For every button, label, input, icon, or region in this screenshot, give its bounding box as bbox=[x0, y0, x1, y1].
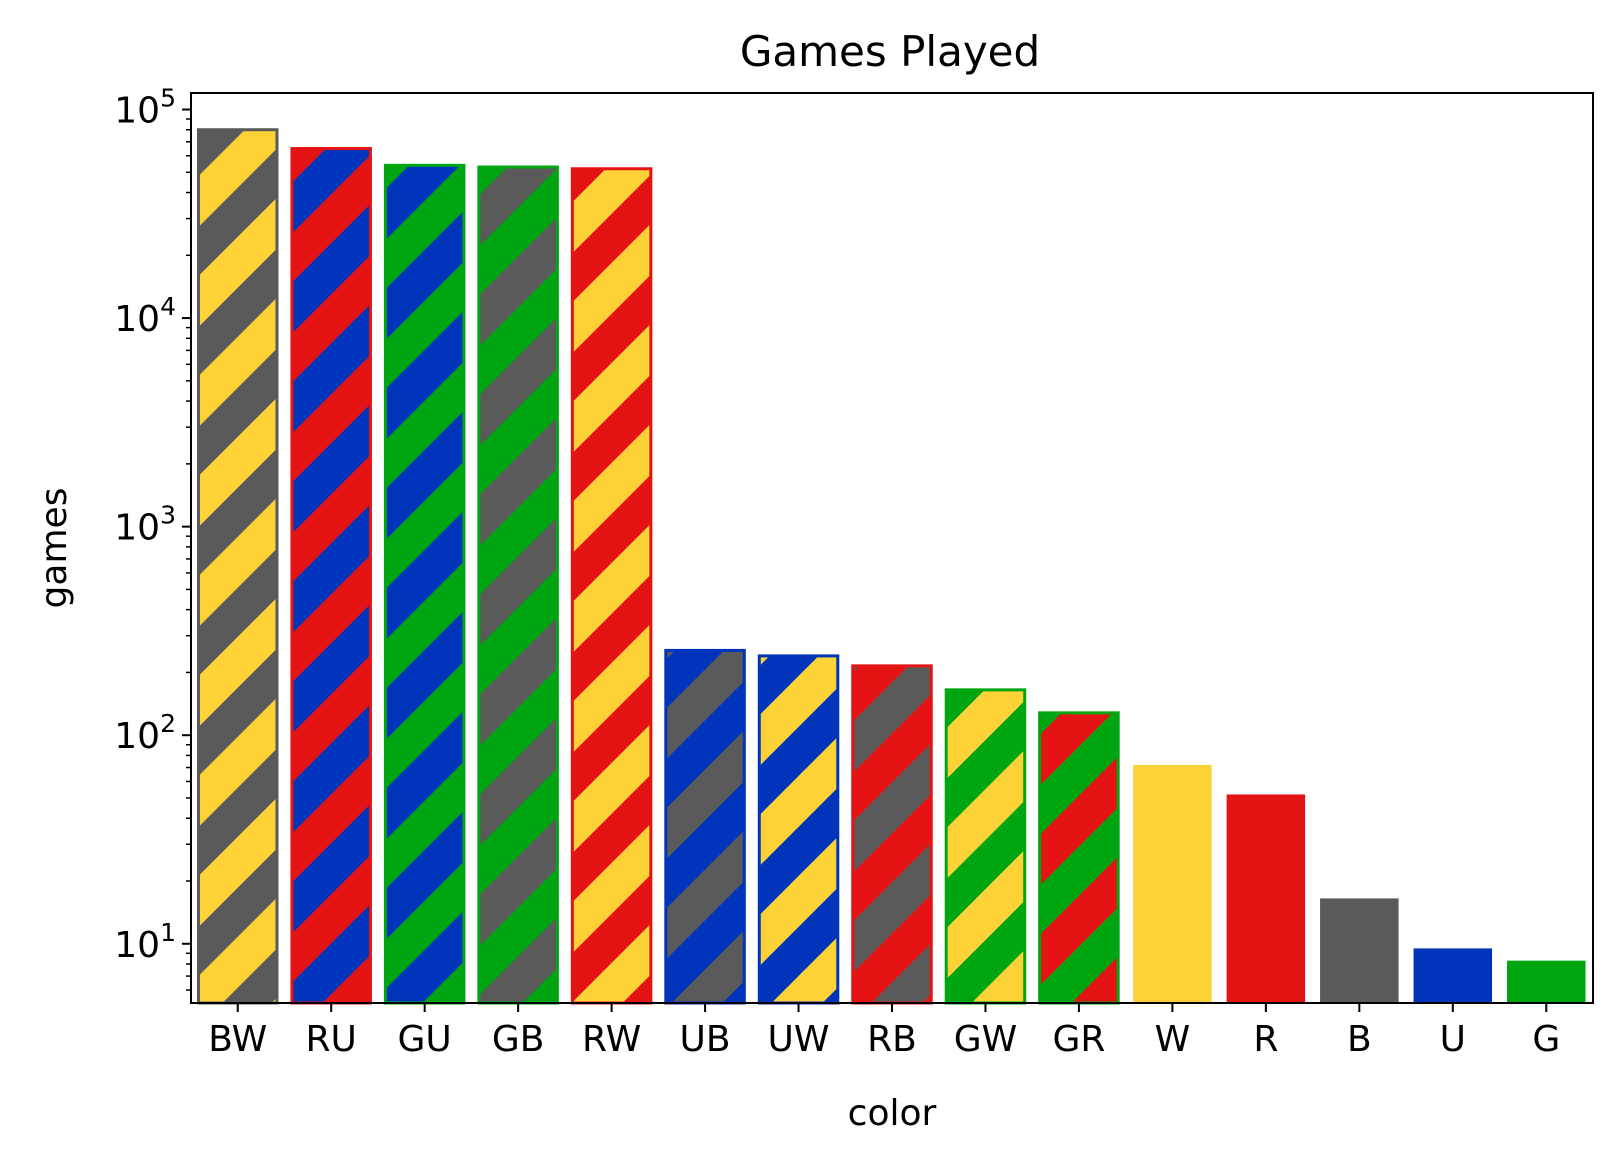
bar-r bbox=[1226, 794, 1306, 1003]
y-tick-label: 102 bbox=[114, 709, 176, 757]
x-tick-label: GR bbox=[1052, 1019, 1105, 1060]
x-tick-label: U bbox=[1440, 1019, 1466, 1060]
x-tick-label: UB bbox=[680, 1019, 731, 1060]
bar-w bbox=[1133, 764, 1212, 1003]
y-tick-label: 105 bbox=[114, 84, 176, 132]
x-tick-label: BW bbox=[208, 1019, 267, 1060]
x-tick-label: R bbox=[1253, 1019, 1278, 1060]
y-tick-label: 103 bbox=[114, 501, 176, 549]
x-axis-label: color bbox=[848, 1093, 937, 1134]
x-tick-label: UW bbox=[768, 1019, 830, 1060]
x-tick-label: RB bbox=[867, 1019, 917, 1060]
bar-gb bbox=[477, 165, 559, 1005]
bar-uw bbox=[757, 654, 840, 1005]
x-tick-label: RW bbox=[582, 1019, 641, 1060]
bar-gr bbox=[1038, 711, 1120, 1005]
x-tick-label: W bbox=[1155, 1019, 1191, 1060]
x-tick-label: G bbox=[1532, 1019, 1560, 1060]
bar-bw bbox=[196, 128, 279, 1005]
y-tick-label: 101 bbox=[114, 918, 176, 966]
x-tick-label: RU bbox=[306, 1019, 357, 1060]
bar-b bbox=[1320, 898, 1399, 1003]
bars-group bbox=[196, 128, 1586, 1005]
bar-rw bbox=[570, 167, 653, 1005]
x-tick-label: B bbox=[1347, 1019, 1372, 1060]
y-tick-label: 104 bbox=[114, 292, 176, 340]
x-axis: BW RU GU GB RW UB UW RB GW GR W R B U G bbox=[208, 1003, 1560, 1060]
x-tick-label: GB bbox=[492, 1019, 545, 1060]
chart-title: Games Played bbox=[740, 27, 1040, 76]
y-axis-label: games bbox=[34, 488, 75, 609]
bar-u bbox=[1413, 948, 1493, 1003]
bar-g bbox=[1507, 960, 1586, 1003]
y-axis: 101 102 103 104 105 bbox=[114, 84, 191, 991]
x-tick-label: GU bbox=[398, 1019, 452, 1060]
bar-rb bbox=[851, 664, 933, 1005]
x-tick-label: GW bbox=[954, 1019, 1018, 1060]
bar-gw bbox=[944, 688, 1027, 1005]
bar-ru bbox=[290, 147, 372, 1005]
bar-gu bbox=[383, 163, 466, 1005]
plot-frame bbox=[190, 92, 1594, 1004]
bar-ub bbox=[664, 648, 746, 1005]
